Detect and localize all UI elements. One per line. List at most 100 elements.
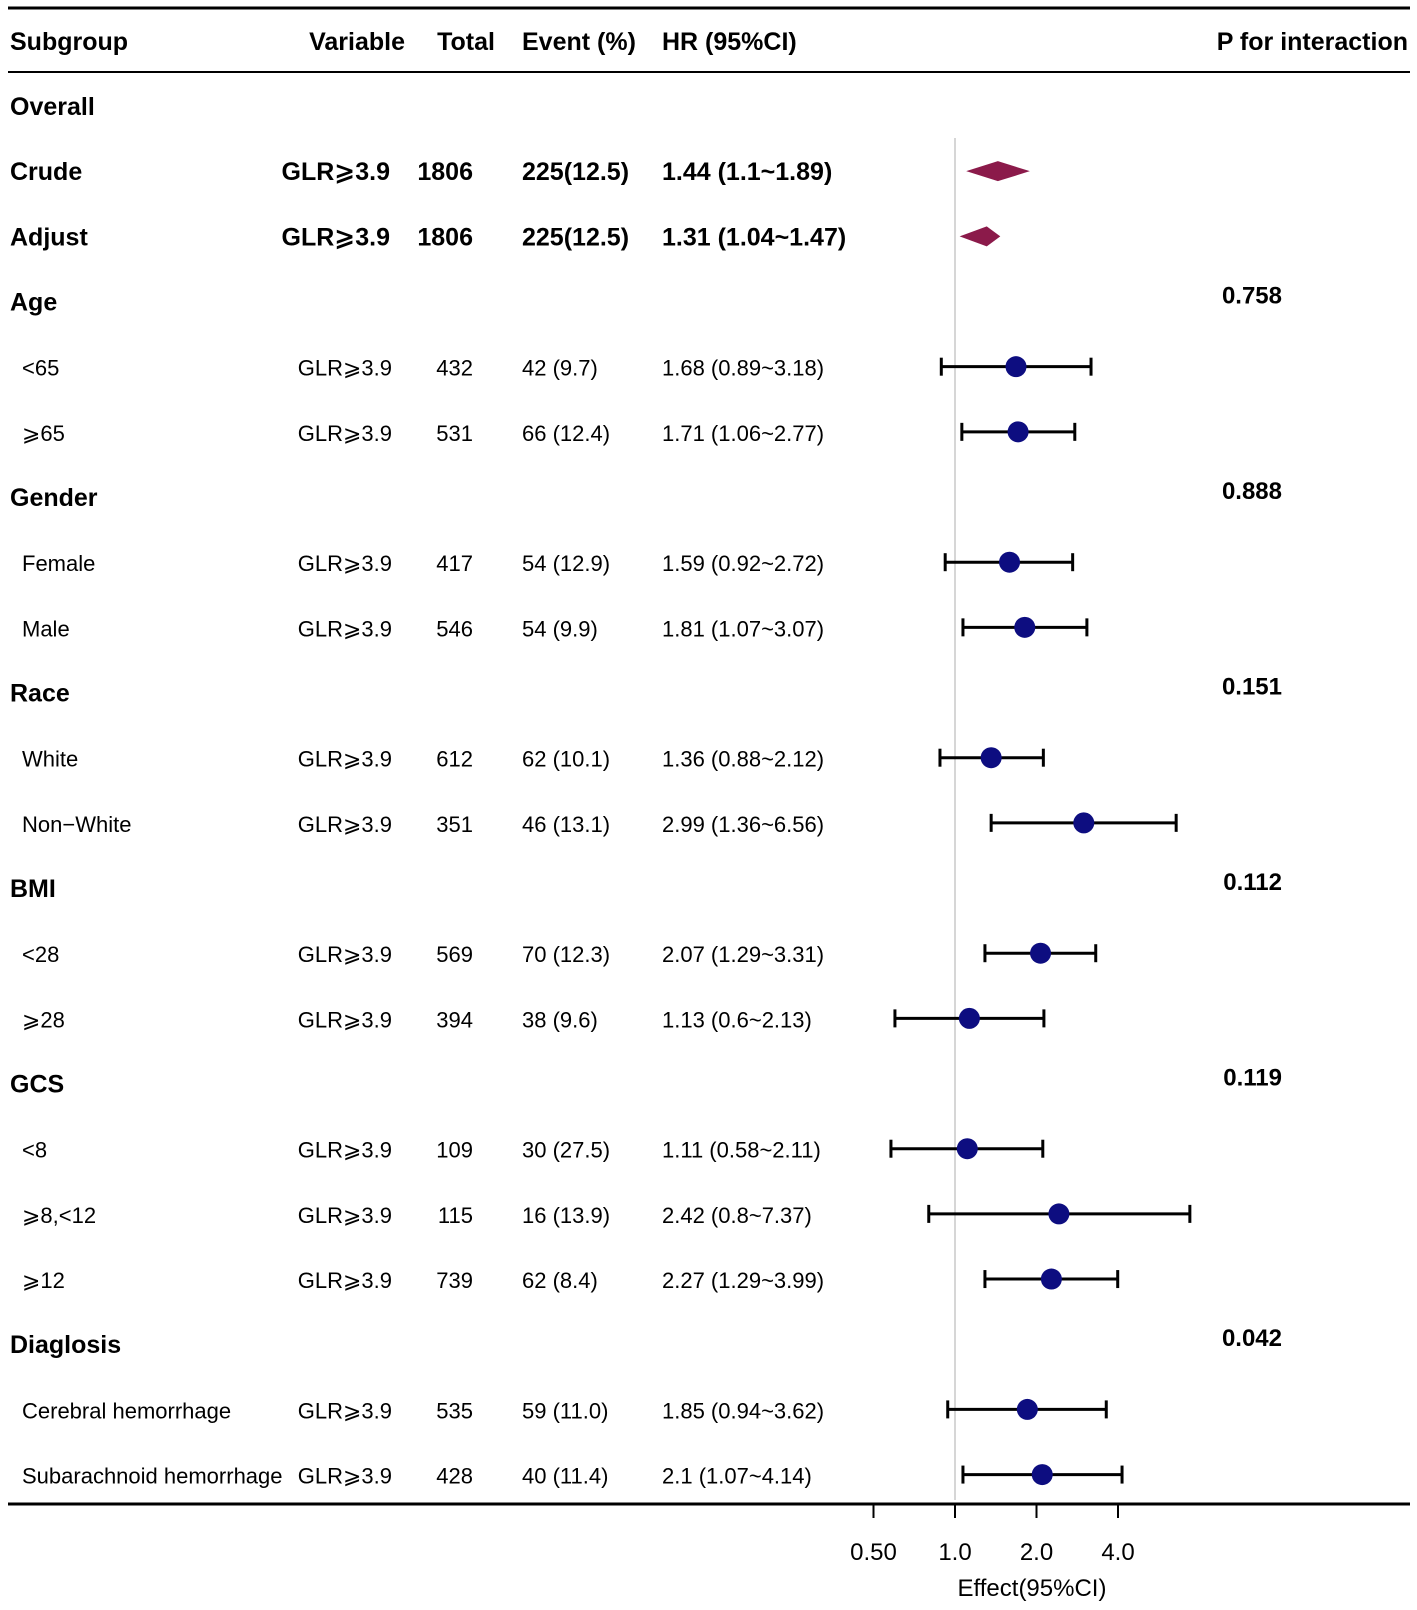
total-cell: 569 [436, 942, 473, 967]
ci-mark [893, 1007, 1046, 1029]
total-cell: 1806 [417, 223, 473, 251]
x-axis: Effect(95%CI) 0.50 1.0 2.0 4.0 [850, 1504, 1135, 1602]
p-interaction-value: 0.888 [1222, 478, 1282, 505]
hr-point [1016, 1398, 1038, 1420]
total-cell: 109 [436, 1138, 473, 1163]
group-label: Overall [10, 93, 95, 121]
ci-mark [960, 421, 1077, 443]
hr-cell: 1.44 (1.1~1.89) [662, 158, 832, 186]
table-row: Subarachnoid hemorrhage GLR⩾3.9 428 40 (11.… [22, 1464, 812, 1489]
total-cell: 612 [436, 747, 473, 772]
hr-point [956, 1138, 978, 1160]
ci-mark [943, 551, 1075, 573]
table-row: Gender 0.888 [10, 478, 1282, 512]
variable-cell: GLR⩾3.9 [298, 812, 392, 837]
total-cell: 351 [436, 812, 473, 837]
ci-mark [927, 1203, 1192, 1225]
variable-cell: GLR⩾3.9 [298, 356, 392, 381]
header-total: Total [437, 28, 495, 56]
event-cell: 46 (13.1) [522, 812, 610, 837]
subgroup-label: Male [22, 616, 70, 641]
hr-point [1007, 421, 1029, 443]
header-variable: Variable [309, 28, 405, 56]
x-axis-label: Effect(95%CI) [958, 1575, 1107, 1602]
hr-cell: 1.59 (0.92~2.72) [662, 551, 824, 576]
event-cell: 30 (27.5) [522, 1138, 610, 1163]
hr-cell: 2.07 (1.29~3.31) [662, 942, 824, 967]
subgroup-label: Female [22, 551, 95, 576]
p-interaction-value: 0.151 [1222, 674, 1282, 701]
table-row: Non−White GLR⩾3.9 351 46 (13.1) 2.99 (1.36~6… [22, 812, 824, 837]
ci-mark [983, 1268, 1120, 1290]
table-row: Female GLR⩾3.9 417 54 (12.9) 1.59 (0.92~2.72… [22, 551, 824, 576]
hr-cell: 1.11 (0.58~2.11) [662, 1138, 821, 1163]
subgroup-label: <8 [22, 1138, 47, 1163]
event-cell: 66 (12.4) [522, 421, 610, 446]
subgroup-label: <65 [22, 356, 59, 381]
ci-mark [938, 747, 1045, 769]
table-row: ⩾65 GLR⩾3.9 531 66 (12.4) 1.71 (1.06~2.77) [22, 421, 824, 446]
event-cell: 38 (9.6) [522, 1007, 598, 1032]
event-cell: 54 (9.9) [522, 616, 598, 641]
header-p-interaction: P for interaction [1217, 28, 1408, 56]
x-tick-label: 0.50 [850, 1539, 897, 1566]
variable-cell: GLR⩾3.9 [298, 1464, 392, 1489]
ci-mark [889, 1138, 1045, 1160]
table-row: <28 GLR⩾3.9 569 70 (12.3) 2.07 (1.29~3.31) [22, 942, 824, 967]
subgroup-label: Subarachnoid hemorrhage [22, 1464, 283, 1489]
hr-cell: 1.85 (0.94~3.62) [662, 1398, 824, 1423]
table-row: Diaglosis 0.042 [10, 1325, 1282, 1359]
group-label: Gender [10, 484, 98, 512]
variable-cell: GLR⩾3.9 [282, 158, 390, 186]
hr-cell: 1.13 (0.6~2.13) [662, 1007, 812, 1032]
hr-point [980, 747, 1002, 769]
event-cell: 40 (11.4) [522, 1464, 608, 1489]
table-row: ⩾8,<12 GLR⩾3.9 115 16 (13.9) 2.42 (0.8~7.37) [22, 1203, 812, 1228]
event-cell: 54 (12.9) [522, 551, 610, 576]
variable-cell: GLR⩾3.9 [298, 1138, 392, 1163]
event-cell: 225(12.5) [522, 223, 629, 251]
subgroup-label: <28 [22, 942, 59, 967]
ci-mark [989, 812, 1178, 834]
variable-cell: GLR⩾3.9 [282, 223, 390, 251]
table-row: Age 0.758 [10, 283, 1282, 317]
hr-point [1031, 1464, 1053, 1486]
group-label: Age [10, 289, 57, 317]
variable-cell: GLR⩾3.9 [298, 1203, 392, 1228]
hr-cell: 1.31 (1.04~1.47) [662, 223, 846, 251]
hr-point [1040, 1268, 1062, 1290]
ci-mark [961, 616, 1089, 638]
p-interaction-value: 0.042 [1222, 1325, 1282, 1352]
subgroup-label: ⩾12 [22, 1268, 65, 1293]
variable-cell: GLR⩾3.9 [298, 551, 392, 576]
event-cell: 62 (8.4) [522, 1268, 598, 1293]
ci-mark [946, 1398, 1108, 1420]
p-interaction-value: 0.119 [1223, 1065, 1282, 1092]
table-row: Adjust GLR⩾3.9 1806 225(12.5) 1.31 (1.04~1.4… [10, 223, 846, 251]
subgroup-label: ⩾28 [22, 1007, 65, 1032]
table-row: White GLR⩾3.9 612 62 (10.1) 1.36 (0.88~2.12) [22, 747, 824, 772]
subgroup-label: White [22, 747, 78, 772]
table-row: <8 GLR⩾3.9 109 30 (27.5) 1.11 (0.58~2.11) [22, 1138, 821, 1163]
hr-point [999, 551, 1021, 573]
group-label: Diaglosis [10, 1331, 121, 1359]
table-row: ⩾12 GLR⩾3.9 739 62 (8.4) 2.27 (1.29~3.99) [22, 1268, 824, 1293]
summary-diamond [966, 161, 1030, 182]
subgroup-label: Non−White [22, 812, 131, 837]
group-label: GCS [10, 1071, 64, 1099]
variable-cell: GLR⩾3.9 [298, 616, 392, 641]
x-tick-label: 1.0 [938, 1539, 971, 1566]
hr-cell: 2.1 (1.07~4.14) [662, 1464, 812, 1489]
header-subgroup: Subgroup [10, 28, 128, 56]
group-label: BMI [10, 875, 56, 903]
summary-diamond [959, 226, 1001, 247]
total-cell: 531 [436, 421, 473, 446]
column-headers: Subgroup Variable Total Event (%) HR (95… [10, 28, 1408, 56]
variable-cell: GLR⩾3.9 [298, 421, 392, 446]
hr-cell: 2.27 (1.29~3.99) [662, 1268, 824, 1293]
p-interaction-value: 0.758 [1222, 283, 1282, 310]
hr-cell: 2.99 (1.36~6.56) [662, 812, 824, 837]
total-cell: 1806 [417, 158, 473, 186]
total-cell: 546 [436, 616, 473, 641]
variable-cell: GLR⩾3.9 [298, 1398, 392, 1423]
